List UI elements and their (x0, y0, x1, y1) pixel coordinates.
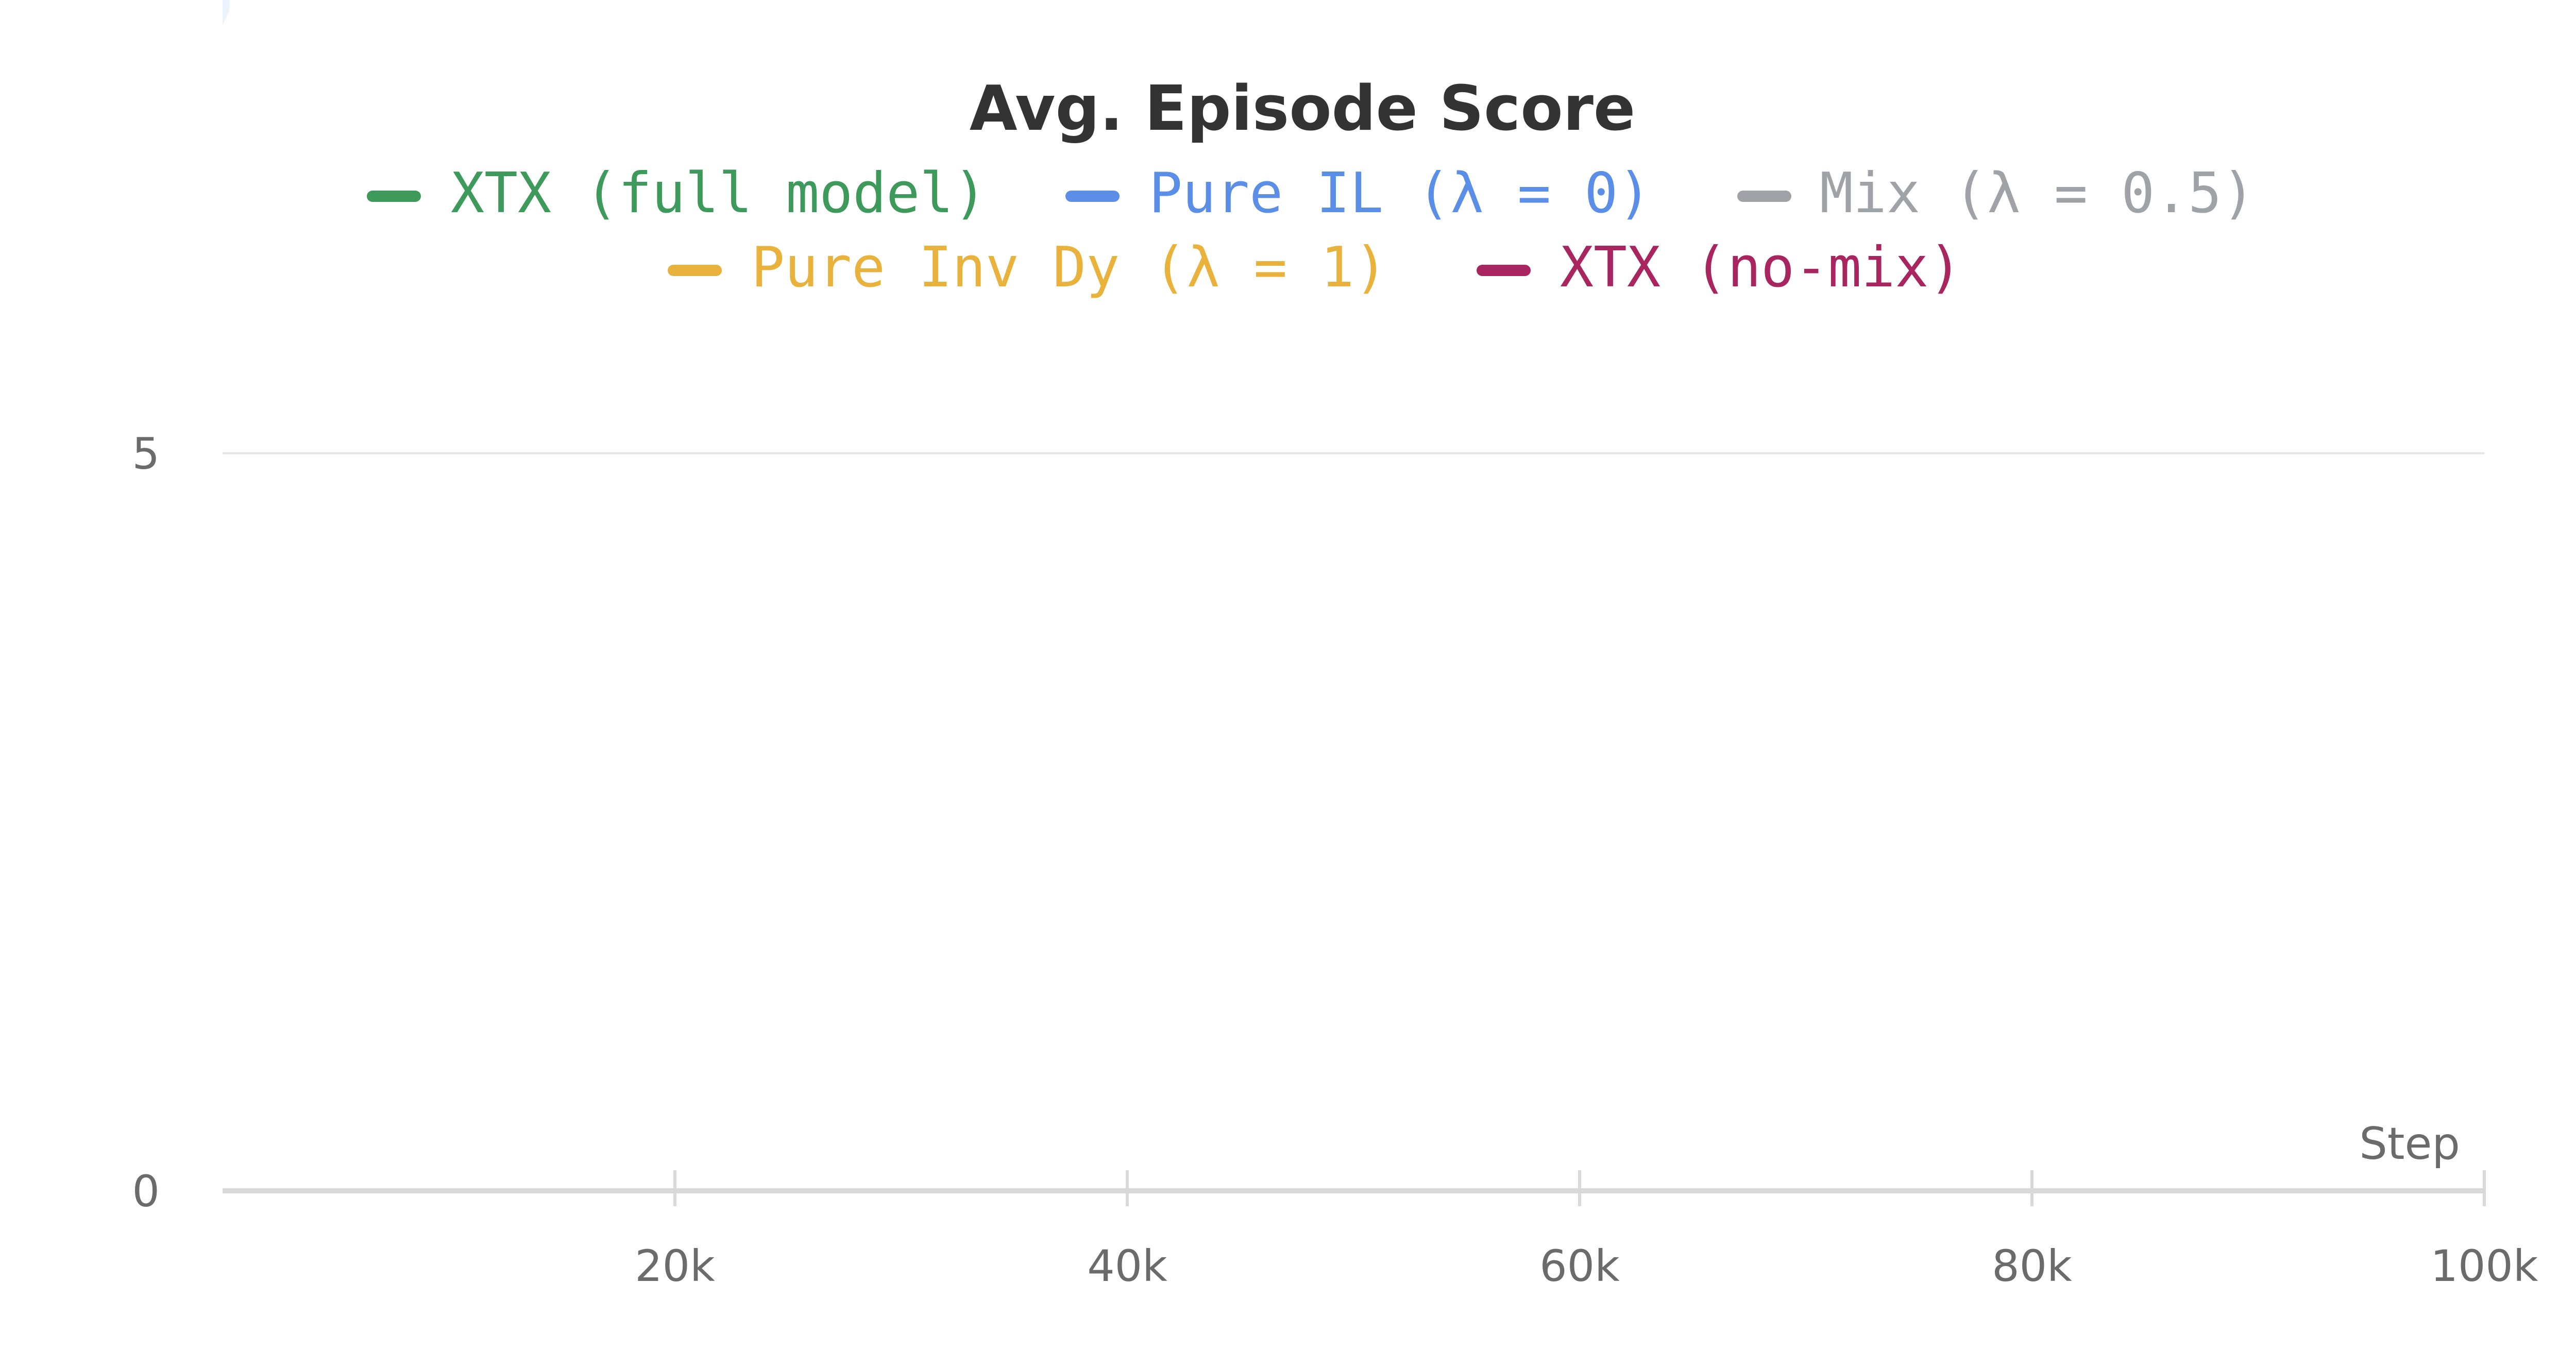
x-tick-label: 80k (1992, 1241, 2072, 1291)
y-tick-label: 5 (132, 429, 160, 479)
x-tick-label: 40k (1087, 1241, 1167, 1291)
y-tick-labels: 0510152025 (132, 429, 160, 1217)
series-band (223, 0, 230, 26)
x-tick-label: 60k (1539, 1241, 1620, 1291)
grid-lines (223, 452, 2484, 454)
legend-label: XTX (no-mix) (1560, 235, 1962, 300)
axes (223, 1170, 2486, 1206)
x-axis-title: Step (2359, 1118, 2460, 1170)
confidence-bands (223, 0, 230, 26)
x-tick-label: 100k (2431, 1241, 2538, 1291)
legend-label: XTX (full model) (451, 161, 987, 226)
legend-swatch (1065, 191, 1120, 202)
legend-item-xtx-no-mix[interactable]: XTX (no-mix) (1477, 235, 1962, 300)
chart-title: Avg. Episode Score (970, 73, 1636, 145)
legend-item-xtx-full[interactable]: XTX (full model) (367, 161, 987, 226)
x-tick-labels: 20k 40k 60k 80k 100k (635, 1241, 2538, 1291)
legend-swatch (367, 191, 421, 202)
legend-item-mix[interactable]: Mix (λ = 0.5) (1737, 161, 2255, 226)
legend-label: Pure IL (λ = 0) (1149, 161, 1651, 226)
legend-swatch (1477, 265, 1531, 276)
legend-swatch (668, 265, 722, 276)
legend-label: Mix (λ = 0.5) (1820, 161, 2255, 226)
x-tick-label: 20k (635, 1241, 715, 1291)
legend-swatch (1737, 191, 1791, 202)
y-tick-label: 0 (132, 1166, 160, 1217)
legend-label: Pure Inv Dy (λ = 1) (751, 235, 1387, 300)
legend-item-pure-il[interactable]: Pure IL (λ = 0) (1065, 161, 1651, 226)
legend-item-pure-inv-dy[interactable]: Pure Inv Dy (λ = 1) (668, 235, 1387, 300)
